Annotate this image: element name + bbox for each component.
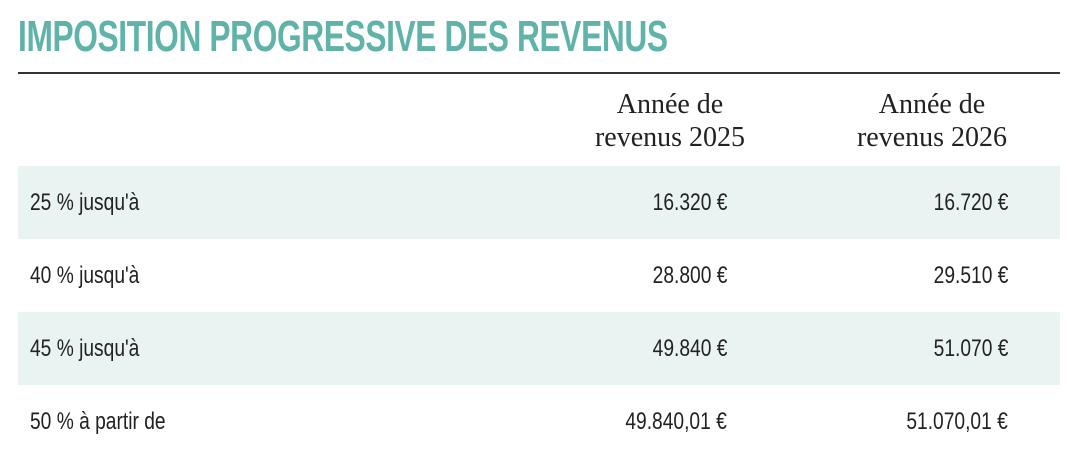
table-row: 45 % jusqu'à 49.840 € 51.070 € <box>18 312 1060 385</box>
value-2025: 49.840,01 € <box>625 408 727 435</box>
bracket-label: 40 % jusqu'à <box>30 262 140 289</box>
bracket-label: 50 % à partir de <box>30 408 166 435</box>
bracket-label: 45 % jusqu'à <box>30 335 140 362</box>
value-2025: 28.800 € <box>652 262 727 289</box>
table-title: IMPOSITION PROGRESSIVE DES REVENUS <box>18 12 668 61</box>
column-header-2026: Année de revenus 2026 <box>812 88 1052 154</box>
column-header-line: revenus 2026 <box>856 122 1008 153</box>
value-2025: 49.840 € <box>652 335 727 362</box>
value-2026: 51.070,01 € <box>906 408 1008 435</box>
column-header-line: revenus 2025 <box>594 122 746 153</box>
column-header-line: Année de <box>616 89 724 120</box>
value-2026: 51.070 € <box>933 335 1008 362</box>
bracket-label: 25 % jusqu'à <box>30 189 140 216</box>
value-2025: 16.320 € <box>652 189 727 216</box>
title-divider <box>18 72 1060 74</box>
table-row: 40 % jusqu'à 28.800 € 29.510 € <box>18 239 1060 312</box>
value-2026: 16.720 € <box>933 189 1008 216</box>
column-header-line: Année de <box>878 89 986 120</box>
column-header-2025: Année de revenus 2025 <box>550 88 790 154</box>
table-row: 25 % jusqu'à 16.320 € 16.720 € <box>18 166 1060 239</box>
value-2026: 29.510 € <box>933 262 1008 289</box>
table-row: 50 % à partir de 49.840,01 € 51.070,01 € <box>18 385 1060 458</box>
